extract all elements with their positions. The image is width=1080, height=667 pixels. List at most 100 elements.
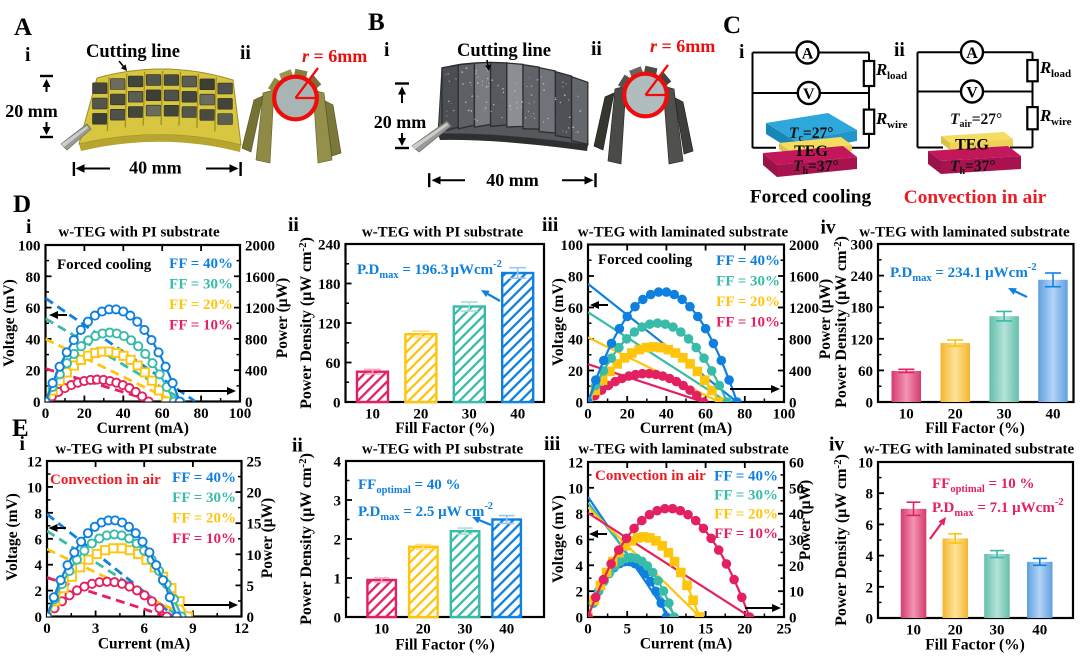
svg-text:0: 0 (42, 406, 50, 422)
svg-text:6: 6 (576, 533, 584, 549)
svg-text:R: R (875, 109, 887, 128)
svg-text:w-TEG with PI substrate: w-TEG with PI substrate (58, 225, 220, 241)
svg-text:i: i (26, 217, 32, 238)
svg-text:20: 20 (413, 407, 428, 423)
svg-text:0: 0 (245, 395, 253, 411)
svg-text:Fill Factor (%): Fill Factor (%) (395, 637, 495, 654)
svg-text:1600: 1600 (245, 270, 275, 286)
svg-text:i: i (25, 45, 31, 66)
svg-text:12: 12 (568, 456, 583, 472)
svg-text:80: 80 (26, 270, 41, 286)
svg-text:15: 15 (247, 517, 262, 533)
svg-text:4: 4 (866, 549, 874, 565)
svg-text:FF = 20%: FF = 20% (172, 511, 236, 527)
svg-text:40: 40 (1046, 407, 1061, 423)
svg-text:FF = 10%: FF = 10% (716, 315, 780, 331)
svg-text:20: 20 (568, 364, 583, 380)
svg-text:0: 0 (576, 396, 584, 412)
svg-text:r = 6mm: r = 6mm (302, 46, 367, 66)
svg-text:40 mm: 40 mm (129, 158, 182, 178)
svg-text:Fill Factor (%): Fill Factor (%) (395, 420, 495, 437)
svg-text:20: 20 (948, 407, 963, 423)
svg-text:Forced cooling: Forced cooling (598, 252, 693, 268)
svg-text:1200: 1200 (245, 301, 275, 317)
svg-text:40: 40 (568, 333, 583, 349)
svg-text:FF = 30%: FF = 30% (169, 277, 233, 293)
svg-text:180: 180 (318, 277, 341, 293)
svg-text:0: 0 (247, 610, 255, 626)
svg-text:FF = 30%: FF = 30% (172, 490, 236, 506)
svg-text:1: 1 (334, 572, 342, 588)
svg-text:30: 30 (990, 623, 1005, 639)
svg-text:FF = 10%: FF = 10% (172, 531, 236, 547)
svg-text:FF = 20%: FF = 20% (169, 297, 233, 313)
svg-text:120: 120 (318, 317, 341, 333)
svg-text:Current (mA): Current (mA) (98, 636, 190, 653)
svg-text:40: 40 (510, 407, 525, 423)
svg-text:Voltage (mV): Voltage (mV) (1, 279, 18, 367)
svg-text:8: 8 (35, 506, 43, 522)
svg-text:Convection in air: Convection in air (50, 472, 161, 488)
svg-text:ii: ii (240, 43, 251, 64)
svg-text:Th=37°: Th=37° (793, 158, 839, 177)
svg-text:10: 10 (247, 548, 262, 564)
svg-text:5: 5 (623, 622, 631, 638)
svg-text:8: 8 (866, 487, 874, 503)
svg-text:A: A (14, 14, 32, 41)
svg-text:2000: 2000 (789, 238, 819, 254)
svg-text:20: 20 (77, 406, 92, 422)
svg-text:load: load (887, 70, 907, 82)
svg-text:Forced cooling: Forced cooling (750, 187, 872, 208)
svg-text:40: 40 (659, 407, 674, 423)
svg-text:2: 2 (35, 584, 43, 600)
svg-text:300: 300 (851, 238, 874, 254)
svg-text:240: 240 (851, 269, 874, 285)
svg-text:400: 400 (245, 364, 268, 380)
svg-text:4: 4 (35, 558, 43, 574)
svg-text:2: 2 (866, 580, 874, 596)
svg-text:iii: iii (544, 434, 561, 455)
svg-text:60: 60 (155, 406, 170, 422)
svg-text:60: 60 (326, 356, 341, 372)
svg-text:20 mm: 20 mm (5, 101, 58, 121)
svg-text:Power (μW): Power (μW) (817, 279, 834, 359)
svg-text:A: A (802, 45, 814, 62)
svg-text:Power (μW): Power (μW) (797, 480, 814, 560)
svg-text:60: 60 (26, 301, 41, 317)
svg-text:1600: 1600 (789, 270, 819, 286)
svg-text:w-TEG with PI substrate: w-TEG with PI substrate (362, 225, 524, 241)
svg-text:0: 0 (43, 621, 51, 637)
svg-text:20: 20 (416, 622, 431, 638)
svg-text:2: 2 (576, 585, 584, 601)
svg-text:Power Density (μW cm-2): Power Density (μW cm-2) (832, 454, 850, 626)
svg-text:C: C (723, 12, 741, 39)
svg-text:Th=37°: Th=37° (950, 158, 996, 177)
svg-text:60: 60 (568, 301, 583, 317)
svg-text:wire: wire (887, 119, 908, 131)
svg-text:Current (mA): Current (mA) (640, 420, 732, 437)
svg-text:FF = 30%: FF = 30% (716, 274, 780, 290)
svg-text:30: 30 (997, 407, 1012, 423)
svg-text:0: 0 (584, 622, 592, 638)
svg-text:4: 4 (576, 559, 584, 575)
svg-text:12: 12 (234, 621, 249, 637)
svg-text:20: 20 (247, 486, 262, 502)
svg-text:FF = 40%: FF = 40% (716, 253, 780, 269)
svg-text:40: 40 (116, 406, 131, 422)
svg-text:R: R (1039, 106, 1051, 125)
svg-text:3: 3 (334, 494, 342, 510)
svg-text:0: 0 (35, 610, 43, 626)
svg-text:Power (μW): Power (μW) (274, 278, 291, 358)
svg-text:E: E (12, 415, 29, 442)
svg-text:0: 0 (333, 396, 341, 412)
svg-text:iv: iv (829, 435, 844, 456)
svg-text:Cutting line: Cutting line (457, 41, 551, 61)
svg-text:ii: ii (591, 39, 602, 60)
svg-text:Power Density (μW cm-2): Power Density (μW cm-2) (297, 237, 315, 409)
svg-text:iv: iv (821, 218, 836, 239)
svg-text:Convection in air: Convection in air (904, 187, 1047, 208)
svg-text:FF = 40%: FF = 40% (169, 256, 233, 272)
svg-text:10: 10 (899, 407, 914, 423)
svg-text:w-TEG with laminated substrate: w-TEG with laminated substrate (578, 225, 789, 241)
svg-text:i: i (739, 42, 745, 63)
